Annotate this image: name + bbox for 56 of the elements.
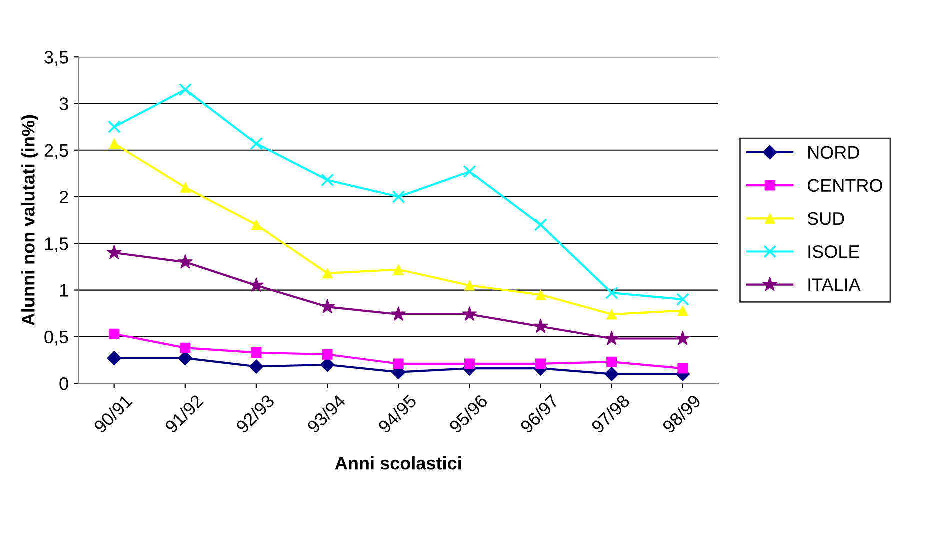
point <box>180 342 191 354</box>
point <box>606 309 618 320</box>
point <box>178 254 194 269</box>
point <box>463 165 476 178</box>
point <box>322 268 333 279</box>
point <box>321 174 334 187</box>
point <box>464 358 475 370</box>
point <box>251 220 262 230</box>
legend-label: NORD <box>808 146 860 160</box>
y-tick-label: 2,5 <box>44 144 68 160</box>
point <box>536 358 546 370</box>
point <box>678 363 688 374</box>
point <box>534 218 548 232</box>
point <box>178 83 192 96</box>
y-tick-label: 3,5 <box>44 51 68 66</box>
point <box>678 306 688 316</box>
point <box>604 330 620 346</box>
point <box>536 290 546 300</box>
point <box>393 264 404 275</box>
point <box>250 137 263 150</box>
point <box>320 299 336 314</box>
point <box>107 351 122 366</box>
point <box>676 293 690 306</box>
y-tick-label: 2 <box>60 190 68 204</box>
y-tick-label: 0 <box>60 377 68 390</box>
y-tick-label: 1 <box>60 284 68 297</box>
point <box>178 351 193 366</box>
point <box>393 358 404 370</box>
y-tick-label: 3 <box>60 98 68 110</box>
y-tick-label: 0,5 <box>44 330 68 346</box>
x-axis-title: Anni scolastici <box>335 456 462 470</box>
point <box>675 330 691 346</box>
point <box>320 358 335 372</box>
legend-label: SUD <box>808 212 844 226</box>
point <box>251 348 262 358</box>
point <box>322 349 333 360</box>
legend-label: ITALIA <box>808 278 861 292</box>
point <box>180 182 191 193</box>
point <box>464 280 475 291</box>
point <box>392 190 406 204</box>
y-axis-title: Alunni non valutati (in%) <box>22 115 38 326</box>
point <box>249 360 264 374</box>
point <box>390 306 406 322</box>
point <box>108 120 121 134</box>
y-tick-label: 1,5 <box>45 238 68 252</box>
point <box>606 356 618 368</box>
point <box>604 366 620 382</box>
point <box>109 138 120 150</box>
point <box>106 244 122 260</box>
point <box>605 286 618 300</box>
legend-label: ISOLE <box>808 245 860 258</box>
point <box>109 328 120 340</box>
legend-label: CENTRO <box>808 179 882 192</box>
point <box>533 318 548 334</box>
point <box>248 278 264 292</box>
point <box>462 306 478 322</box>
